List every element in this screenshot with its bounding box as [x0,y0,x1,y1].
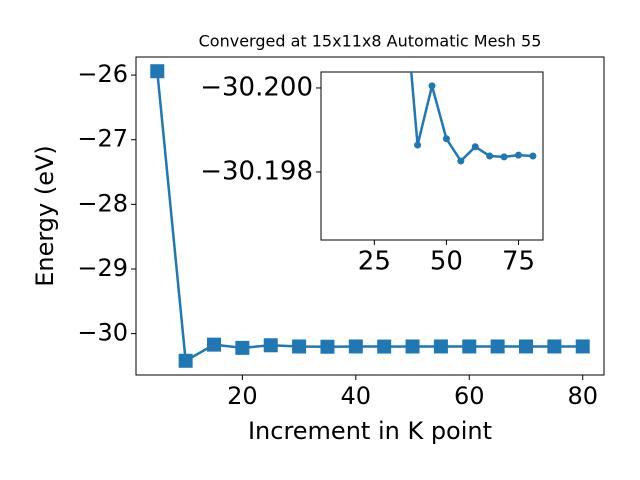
marker [320,339,335,354]
marker [292,339,307,354]
chart-title: Converged at 15x11x8 Automatic Mesh 55 [199,32,542,51]
marker [529,152,537,160]
marker [178,353,193,368]
marker [500,153,508,161]
marker [471,143,479,151]
x-tick-label: 75 [502,247,535,277]
y-axis-label: Energy (eV) [31,145,59,287]
marker [433,339,448,354]
line [409,72,533,164]
y-tick-label: −30 [77,319,128,347]
line [156,71,583,363]
plot-area [409,72,537,165]
marker [263,338,278,353]
marker [442,135,450,143]
x-tick-label: 80 [567,382,598,410]
marker [490,339,505,354]
y-tick-label: −27 [77,125,128,153]
x-tick-label: 20 [227,382,258,410]
y-tick-label: −29 [77,254,128,282]
y-tick-label: −30.198 [200,156,313,186]
x-tick-label: 50 [430,247,463,277]
marker [348,339,363,354]
marker [428,82,436,90]
x-tick-label: 25 [358,247,391,277]
marker [405,339,420,354]
y-tick-label: −26 [77,60,128,88]
y-tick-label: −30.200 [200,72,313,102]
marker [235,340,250,355]
marker [377,339,392,354]
marker [519,339,533,354]
x-axis-label: Increment in K point [248,417,492,445]
marker [575,339,590,354]
marker [462,339,477,354]
marker [457,157,465,165]
marker [207,337,221,352]
x-tick-label: 40 [341,382,372,410]
marker [514,151,522,159]
marker [486,152,494,160]
marker [414,141,422,149]
y-tick-label: −28 [77,189,128,217]
marker [547,339,562,354]
marker [150,64,165,79]
plot-area [150,64,590,368]
x-tick-label: 60 [454,382,485,410]
